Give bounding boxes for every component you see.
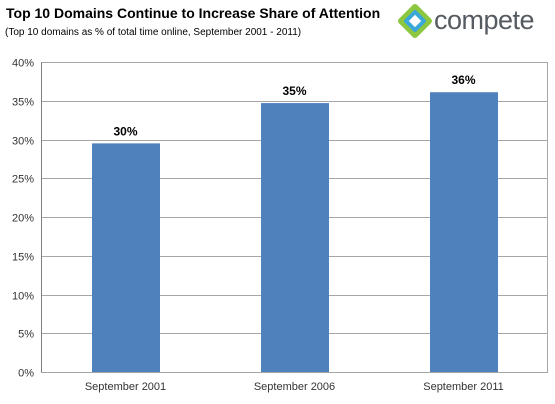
logo-text: compete [434,5,535,35]
chart-title: Top 10 Domains Continue to Increase Shar… [6,5,381,21]
y-tick-label: 40% [12,58,34,70]
chart-subtitle: (Top 10 domains as % of total time onlin… [5,27,302,38]
data-labels: 30% 35% 36% [113,73,475,138]
y-tick-label: 5% [18,329,34,341]
y-tick-label: 25% [12,174,34,186]
data-label: 35% [282,84,306,98]
compete-logo-icon [398,4,432,38]
logo-outer-diamond [398,4,432,38]
y-tick-label: 30% [12,136,34,148]
x-tick-label: September 2011 [423,381,504,393]
x-tick-label: September 2001 [85,381,166,393]
bar [261,103,329,372]
x-axis-ticks: September 2001 September 2006 September 20… [85,381,504,393]
compete-logo: compete [398,4,550,38]
data-label: 36% [451,73,475,87]
y-tick-label: 0% [18,368,34,380]
logo-inner-diamond [404,10,426,32]
x-tick-label: September 2006 [254,381,335,393]
y-tick-label: 20% [12,213,34,225]
bars [92,92,498,372]
bar [430,92,498,372]
y-tick-label: 10% [12,291,34,303]
data-label: 30% [113,124,137,138]
y-tick-label: 15% [12,252,34,264]
bar [92,143,160,372]
y-tick-label: 35% [12,97,34,109]
y-axis-ticks: 0% 5% 10% 15% 20% 25% 30% 35% 40% [12,58,34,380]
